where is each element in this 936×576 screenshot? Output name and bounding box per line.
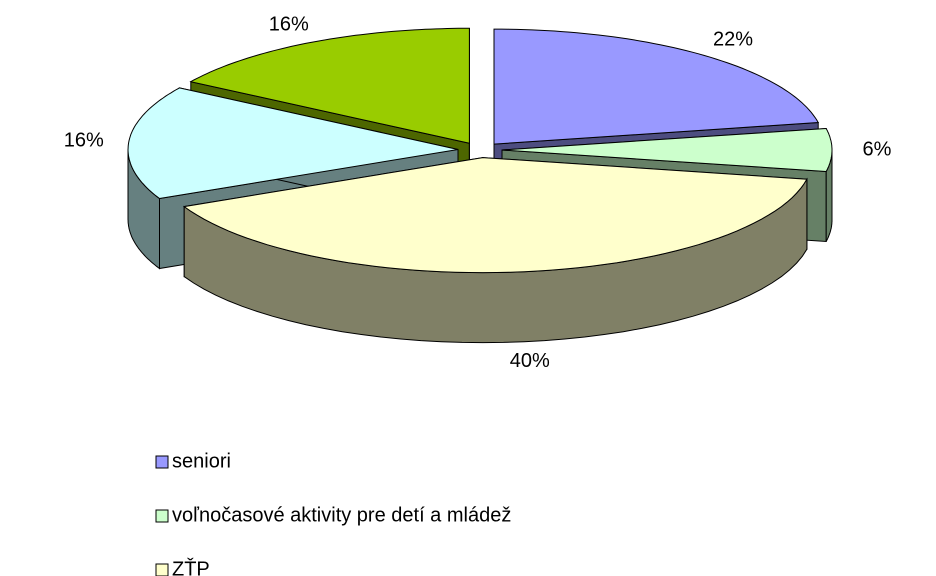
legend-swatch (155, 563, 169, 576)
legend-swatch (155, 455, 169, 469)
data-label: 16% (64, 129, 104, 151)
slice-top (189, 27, 470, 144)
legend-swatch (155, 509, 169, 523)
legend-label: voľnočasové aktivity pre detí a mládež (172, 504, 511, 526)
slice-top (493, 28, 820, 145)
slice-top (501, 127, 833, 173)
slice-top (127, 87, 459, 200)
slice (182, 157, 808, 344)
data-label: 16% (269, 13, 309, 35)
slice-top (182, 157, 808, 274)
data-label: 40% (510, 350, 550, 372)
data-label: 22% (713, 28, 753, 50)
legend-label: seniori (172, 450, 231, 472)
legend-label: ZŤP (172, 557, 210, 576)
data-label: 6% (863, 138, 892, 160)
